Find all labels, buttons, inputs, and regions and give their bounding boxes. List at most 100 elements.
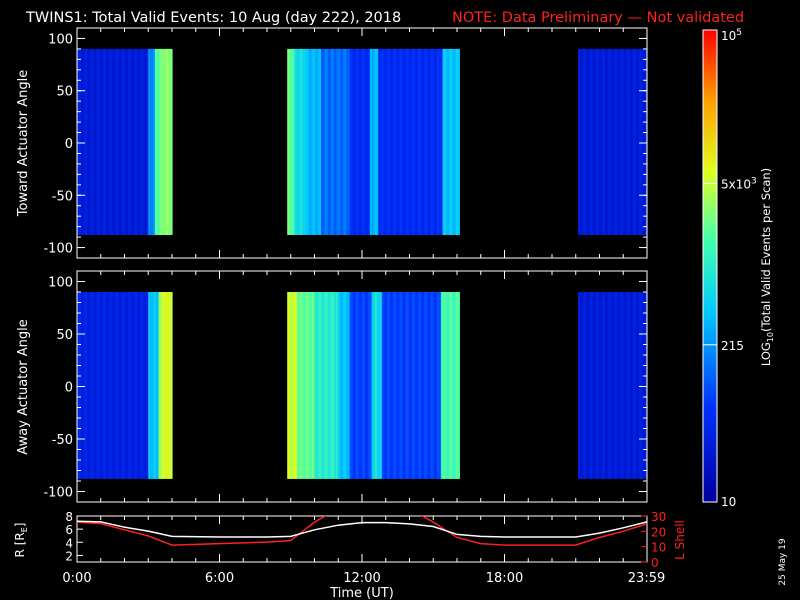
toward-heatmap-cell [307,48,310,236]
lshell-tick-label: 0 [651,556,659,570]
toward-heatmap-cell [163,48,166,236]
toward-heatmap-cell [599,48,603,236]
away-heatmap-cell [160,292,163,479]
away-heatmap-cell [388,292,391,479]
away-heatmap-cell [349,292,352,479]
away-heatmap-cell [371,292,374,479]
toward-heatmap-cell [331,48,334,236]
away-heatmap-cell [295,292,298,479]
toward-heatmap-cell [124,48,127,236]
away-heatmap-cell [450,292,454,479]
away-heatmap-cell [327,292,330,479]
away-heatmap-cell [332,292,336,479]
away-heatmap-cell [638,292,641,479]
data-preliminary-note: NOTE: Data Preliminary — Not validated [452,10,744,26]
toward-heatmap-cell [364,48,368,236]
toward-heatmap-cell [395,48,398,236]
toward-heatmap-cell [127,48,131,236]
away-heatmap-cell [439,292,442,479]
y-tick-label: 0 [65,381,73,396]
toward-heatmap-cell [401,48,405,236]
toward-heatmap-cell [363,48,366,236]
away-heatmap-cell [293,292,297,479]
toward-heatmap-cell [353,48,356,236]
toward-heatmap-cell [447,48,450,236]
away-heatmap-cell [124,292,127,479]
away-heatmap-cell [608,292,611,479]
toward-heatmap-cell [359,48,363,236]
toward-heatmap-cell [442,48,445,236]
away-heatmap-cell [417,292,420,479]
toward-heatmap-cell [611,48,615,236]
toward-heatmap-cell [625,48,628,236]
away-heatmap-cell [107,292,110,479]
away-heatmap-cell [292,292,295,479]
away-heatmap-cell [87,292,90,479]
away-heatmap-cell [378,292,381,479]
toward-heatmap-cell [143,48,146,236]
away-heatmap-cell [445,292,449,479]
away-heatmap-cell [410,292,413,479]
toward-heatmap-cell [166,48,170,236]
toward-heatmap-cell [380,48,383,236]
toward-heatmap-cell [620,48,623,236]
away-heatmap-cell [584,292,588,479]
away-heatmap-cell [139,292,143,479]
toward-heatmap-cell [146,48,149,236]
away-heatmap-cell [165,292,168,479]
away-heatmap-cell [630,292,633,479]
lshell-axis-label: L Shell [673,520,687,560]
toward-heatmap-cell [449,48,452,236]
away-heatmap-cell [93,292,97,479]
toward-heatmap-cell [430,48,433,236]
away-heatmap-cell [434,292,437,479]
toward-heatmap-cell [420,48,423,236]
away-heatmap-cell [144,292,148,479]
r-tick-label: 4 [65,536,73,550]
away-heatmap-cell [334,292,337,479]
r-axis-label: R [RE] [13,523,29,558]
away-heatmap-cell [339,292,342,479]
toward-heatmap-cell [455,48,459,236]
away-heatmap-cell [628,292,631,479]
date-stamp: 25 May 19 [778,538,788,586]
away-heatmap-cell [455,292,459,479]
away-heatmap-cell [347,292,351,479]
away-heatmap-cell [418,292,422,479]
toward-heatmap-cell [337,48,341,236]
away-heatmap-cell [645,292,647,479]
x-axis: 0:00 6:00 12:00 18:00 23:59 [62,28,665,586]
away-heatmap-cell [643,292,646,479]
toward-heatmap-cell [302,48,305,236]
toward-heatmap-cell [334,48,337,236]
away-heatmap-cell [307,292,310,479]
toward-heatmap-cell [378,48,381,236]
away-heatmap-cell [112,292,115,479]
toward-heatmap-cell [90,48,93,236]
toward-heatmap-cell [578,48,581,236]
away-heatmap-cell [398,292,401,479]
away-heatmap-cell [141,292,144,479]
toward-heatmap-cell [156,48,160,236]
toward-heatmap-cell [134,48,137,236]
away-ylabel: Away Actuator Angle [16,319,31,454]
toward-heatmap-cell [391,48,395,236]
x-tick-label: 6:00 [205,571,234,586]
toward-heatmap-cell [635,48,638,236]
colorbar-tick-label: 105 [721,28,742,43]
away-heatmap-cell [129,292,132,479]
toward-heatmap-cell [100,48,104,236]
away-heatmap-cell [315,292,319,479]
toward-heatmap-cell [638,48,641,236]
away-heatmap-cell [423,292,427,479]
toward-heatmap-cell [400,48,403,236]
away-heatmap-cell [297,292,300,479]
toward-heatmap-cell [336,48,339,236]
toward-heatmap-cell [82,48,85,236]
toward-heatmap-cell [314,48,317,236]
x-tick-label: 12:00 [343,571,380,586]
toward-heatmap-cell [114,48,117,236]
away-heatmap-cell [92,292,95,479]
toward-heatmap-cell [312,48,315,236]
toward-heatmap-cell [425,48,428,236]
